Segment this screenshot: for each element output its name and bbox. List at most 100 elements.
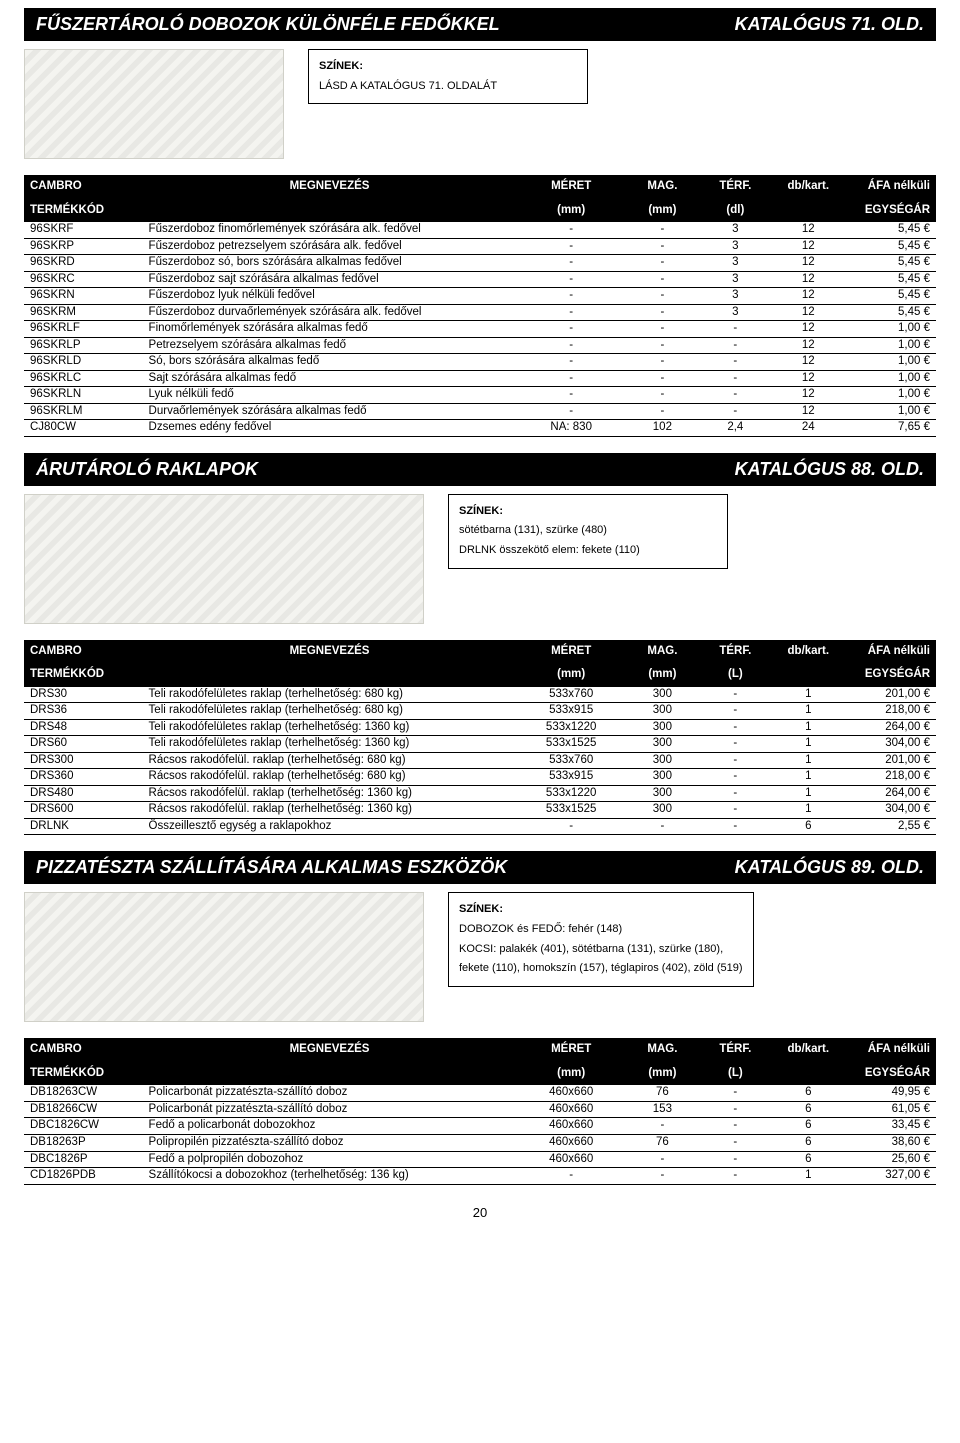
- cell-code: 96SKRLC: [24, 370, 143, 387]
- th-code-sub: TERMÉKKÓD: [24, 1062, 143, 1086]
- cell-height: -: [626, 403, 699, 420]
- cell-size: 533x1220: [516, 785, 625, 802]
- cell-price: 264,00 €: [845, 785, 936, 802]
- cell-price: 201,00 €: [845, 752, 936, 769]
- cell-code: DBC1826CW: [24, 1118, 143, 1135]
- cell-height: -: [626, 354, 699, 371]
- cell-price: 5,45 €: [845, 238, 936, 255]
- cell-name: Fedő a polpropilén dobozohoz: [143, 1151, 517, 1168]
- cell-name: Fűszerdoboz finomőrlemények szórására al…: [143, 222, 517, 238]
- cell-pack: 6: [772, 1134, 845, 1151]
- cell-code: DRS360: [24, 769, 143, 786]
- cell-price: 5,45 €: [845, 288, 936, 305]
- cell-size: -: [516, 304, 625, 321]
- th-code-sub: TERMÉKKÓD: [24, 199, 143, 223]
- cell-size: -: [516, 387, 625, 404]
- cell-size: -: [516, 403, 625, 420]
- table-row: DRS480Rácsos rakodófelül. raklap (terhel…: [24, 785, 936, 802]
- th-size-unit: (mm): [516, 199, 625, 223]
- table-row: CD1826PDBSzállítókocsi a dobozokhoz (ter…: [24, 1168, 936, 1185]
- section-header: ÁRUTÁROLÓ RAKLAPOKKATALÓGUS 88. OLD.: [24, 453, 936, 486]
- section-title-left: ÁRUTÁROLÓ RAKLAPOK: [36, 459, 258, 480]
- th-name: MEGNEVEZÉS: [143, 175, 517, 199]
- cell-pack: 12: [772, 403, 845, 420]
- page-number: 20: [24, 1205, 936, 1220]
- cell-code: DRS600: [24, 802, 143, 819]
- cell-height: 300: [626, 785, 699, 802]
- cell-height: -: [626, 1168, 699, 1185]
- cell-size: 533x915: [516, 769, 625, 786]
- cell-name: Teli rakodófelületes raklap (terhelhetős…: [143, 719, 517, 736]
- cell-volume: -: [699, 1118, 772, 1135]
- cell-price: 1,00 €: [845, 337, 936, 354]
- table-row: DBC1826CWFedő a policarbonát dobozokhoz4…: [24, 1118, 936, 1135]
- cell-size: -: [516, 222, 625, 238]
- cell-pack: 12: [772, 255, 845, 272]
- table-row: 96SKRLMDurvaőrlemények szórására alkalma…: [24, 403, 936, 420]
- cell-pack: 1: [772, 802, 845, 819]
- section-title-right: KATALÓGUS 89. OLD.: [735, 857, 924, 878]
- cell-volume: -: [699, 703, 772, 720]
- th-height-unit: (mm): [626, 1062, 699, 1086]
- cell-size: -: [516, 255, 625, 272]
- cell-price: 1,00 €: [845, 354, 936, 371]
- product-image-placeholder: [24, 494, 424, 624]
- cell-volume: -: [699, 1151, 772, 1168]
- th-price: ÁFA nélküli: [845, 175, 936, 199]
- cell-price: 1,00 €: [845, 321, 936, 338]
- cell-code: DRS48: [24, 719, 143, 736]
- cell-size: 460x660: [516, 1101, 625, 1118]
- cell-code: 96SKRP: [24, 238, 143, 255]
- cell-pack: 1: [772, 703, 845, 720]
- cell-size: 533x760: [516, 687, 625, 703]
- cell-pack: 1: [772, 687, 845, 703]
- cell-code: 96SKRLN: [24, 387, 143, 404]
- info-row: SZÍNEK:DOBOZOK és FEDŐ: fehér (148)KOCSI…: [24, 884, 936, 1034]
- cell-price: 2,55 €: [845, 818, 936, 835]
- cell-size: 533x915: [516, 703, 625, 720]
- info-line: DOBOZOK és FEDŐ: fehér (148): [459, 921, 743, 939]
- cell-code: 96SKRM: [24, 304, 143, 321]
- cell-name: Só, bors szórására alkalmas fedő: [143, 354, 517, 371]
- th-height: MAG.: [626, 1038, 699, 1062]
- cell-name: Policarbonát pizzatészta-szállító doboz: [143, 1085, 517, 1101]
- cell-volume: -: [699, 752, 772, 769]
- cell-name: Petrezselyem szórására alkalmas fedő: [143, 337, 517, 354]
- info-line: KOCSI: palakék (401), sötétbarna (131), …: [459, 941, 743, 959]
- cell-volume: 3: [699, 222, 772, 238]
- table-row: DRS60Teli rakodófelületes raklap (terhel…: [24, 736, 936, 753]
- cell-price: 49,95 €: [845, 1085, 936, 1101]
- cell-volume: -: [699, 769, 772, 786]
- cell-name: Szállítókocsi a dobozokhoz (terhelhetősé…: [143, 1168, 517, 1185]
- cell-code: DRS60: [24, 736, 143, 753]
- cell-height: 300: [626, 752, 699, 769]
- table-row: 96SKRLDSó, bors szórására alkalmas fedő-…: [24, 354, 936, 371]
- cell-size: 460x660: [516, 1134, 625, 1151]
- cell-volume: 2,4: [699, 420, 772, 437]
- cell-volume: -: [699, 354, 772, 371]
- cell-pack: 12: [772, 354, 845, 371]
- th-pack: db/kart.: [772, 1038, 845, 1062]
- cell-volume: 3: [699, 255, 772, 272]
- cell-pack: 12: [772, 271, 845, 288]
- cell-volume: -: [699, 736, 772, 753]
- cell-code: DRS36: [24, 703, 143, 720]
- table-row: DRS600Rácsos rakodófelül. raklap (terhel…: [24, 802, 936, 819]
- th-size: MÉRET: [516, 1038, 625, 1062]
- cell-code: DRS480: [24, 785, 143, 802]
- section-header: FŰSZERTÁROLÓ DOBOZOK KÜLÖNFÉLE FEDŐKKELK…: [24, 8, 936, 41]
- info-line: DRLNK összekötő elem: fekete (110): [459, 542, 717, 560]
- cell-height: -: [626, 1118, 699, 1135]
- cell-volume: -: [699, 818, 772, 835]
- table-row: 96SKRNFűszerdoboz lyuk nélküli fedővel--…: [24, 288, 936, 305]
- cell-volume: -: [699, 802, 772, 819]
- cell-price: 327,00 €: [845, 1168, 936, 1185]
- cell-height: 300: [626, 802, 699, 819]
- th-height: MAG.: [626, 640, 699, 664]
- product-image-placeholder: [24, 49, 284, 159]
- cell-name: Fűszerdoboz durvaőrlemények szórására al…: [143, 304, 517, 321]
- cell-code: 96SKRF: [24, 222, 143, 238]
- cell-code: 96SKRLF: [24, 321, 143, 338]
- cell-volume: 3: [699, 238, 772, 255]
- cell-volume: -: [699, 785, 772, 802]
